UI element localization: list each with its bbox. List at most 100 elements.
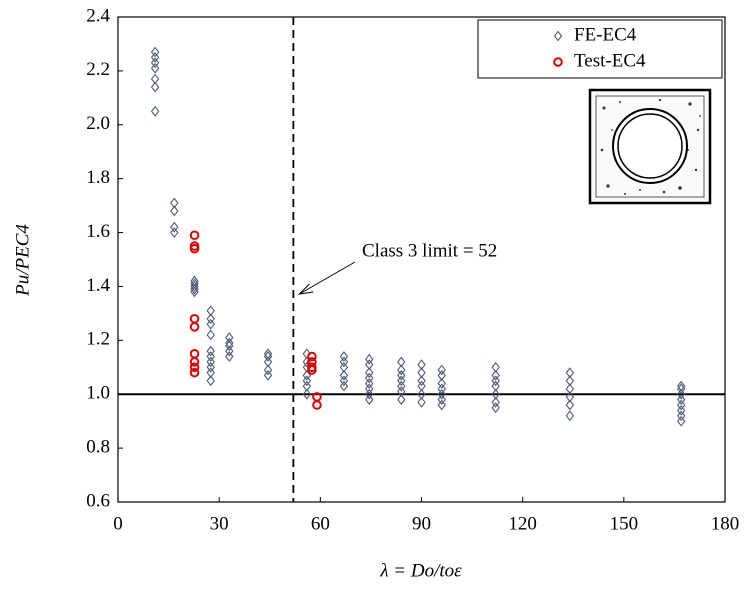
data-point [302,380,312,392]
data-point [565,399,575,411]
data-point [437,394,446,406]
data-point [397,364,406,376]
data-point [150,73,160,85]
y-tick-label: 1.4 [86,275,110,296]
data-point [565,375,575,387]
data-point [190,283,199,295]
data-point [437,369,446,381]
y-tick-label: 0.6 [86,490,110,511]
data-point [676,383,686,395]
x-tick-label: 180 [711,513,740,534]
data-point [676,394,686,406]
data-point [417,380,426,392]
data-point [206,345,215,357]
y-tick-label: 1.8 [86,167,110,188]
data-point [565,367,575,379]
x-tick-label: 90 [412,513,431,534]
inset-section [588,88,712,205]
data-point [206,367,215,379]
data-point [150,52,160,63]
data-point [676,410,686,422]
data-point [417,396,426,408]
annotation-arrow [299,261,356,295]
data-point [491,369,500,381]
data-point [365,378,374,389]
y-tick-label: 1.6 [86,221,110,242]
data-point [302,348,312,360]
inset-aggregate [600,98,701,195]
x-tick-label: 60 [311,513,330,534]
data-point [365,388,374,400]
data-point [339,356,349,368]
data-point [225,337,234,349]
data-point [189,243,200,254]
data-point [491,380,500,392]
data-point [397,386,406,397]
data-point [365,394,374,406]
inset-steel [595,95,705,198]
data-point [365,367,374,379]
data-point [417,367,426,379]
data-point [339,369,349,381]
data-point [437,383,446,395]
data-point [189,349,200,359]
data-point [263,351,273,362]
data-point [263,348,273,360]
data-point [189,367,200,378]
x-axis-label: λ = Do/toε [379,560,462,581]
x-tick-label: 150 [610,513,639,534]
data-point [365,353,374,365]
data-point [491,402,500,414]
annotation-arrowhead [297,283,314,295]
data-point [491,396,500,408]
data-point [150,105,160,117]
data-point [206,356,215,368]
data-point [150,81,160,93]
data-point [225,345,234,357]
data-point [206,329,215,341]
data-point [437,388,446,400]
data-point [170,227,179,238]
data-point [397,394,406,406]
data-point [565,410,575,422]
data-point [263,369,273,381]
legend-label: FE-EC4 [574,24,637,45]
data-point [150,57,160,69]
data-point [206,375,215,387]
data-point [565,383,575,395]
data-point [491,388,500,400]
data-point [417,375,426,387]
y-tick-label: 2.2 [86,59,110,80]
data-point [491,375,500,387]
data-point [150,46,160,58]
data-point [302,375,312,387]
data-point [491,361,500,373]
annotation: Class 3 limit = 52 [362,240,497,261]
data-point [676,380,686,392]
legend-marker [553,57,563,67]
y-tick-label: 1.0 [86,383,110,404]
data-point [170,205,179,217]
data-point [565,391,575,403]
data-point [397,356,406,368]
data-point [190,275,199,287]
legend-box [477,19,723,79]
inset-tube-inner [617,113,683,179]
x-tick-label: 120 [508,513,537,534]
legend-label: Test-EC4 [574,50,646,71]
data-point [190,281,199,292]
data-point [417,359,426,370]
data-point [206,305,215,317]
data-point [189,313,200,324]
y-tick-label: 2.4 [86,5,110,26]
data-point [365,383,374,395]
data-point [397,369,406,381]
y-tick-label: 1.2 [86,329,110,350]
data-point [397,375,406,387]
data-point [417,388,426,400]
data-point [206,313,215,325]
data-point [225,332,234,344]
data-point [437,399,446,411]
data-point [206,361,215,373]
